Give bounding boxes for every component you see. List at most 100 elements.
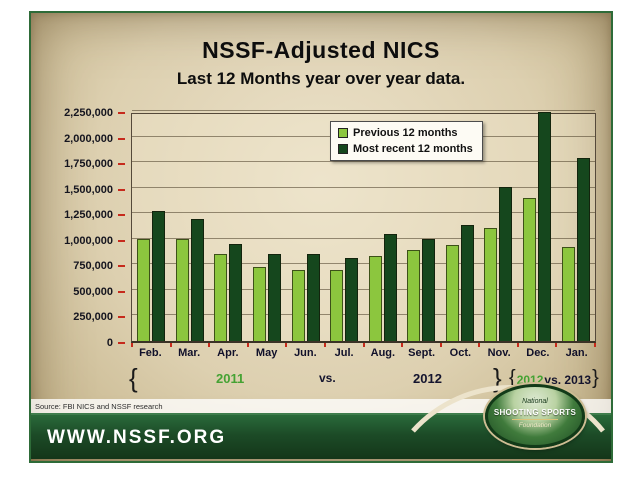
source-note: Source: FBI NICS and NSSF research bbox=[35, 402, 163, 411]
bar-group bbox=[479, 114, 518, 341]
annotation-row: { 2011 vs. 2012 } { 2012 vs. 2013 } bbox=[31, 363, 611, 395]
bar-recent-mar bbox=[190, 219, 204, 341]
x-tick-label: Jul. bbox=[334, 347, 354, 359]
bar-prev-mar bbox=[175, 239, 189, 341]
nssf-logo: National SHOOTING SPORTS Foundation bbox=[485, 384, 585, 448]
right-annotation-group: { 2012 vs. 2013 } bbox=[509, 363, 599, 393]
y-tick-label: 750,000 bbox=[73, 260, 113, 273]
gridline bbox=[132, 288, 595, 290]
x-tick-label: Sept. bbox=[408, 347, 436, 359]
bar-group bbox=[325, 114, 364, 341]
y-tick-mark bbox=[118, 137, 125, 140]
y-tick-label: 250,000 bbox=[73, 311, 113, 324]
y-tick-label: 2,250,000 bbox=[64, 107, 113, 119]
label-2012: 2012 bbox=[413, 371, 442, 386]
bar-prev-aug bbox=[368, 256, 382, 341]
bar-recent-jan bbox=[576, 158, 590, 341]
x-tick-mark bbox=[323, 343, 326, 347]
y-tick-mark bbox=[118, 112, 125, 114]
logo-line3: Foundation bbox=[518, 421, 552, 429]
x-tick-mark bbox=[285, 343, 288, 347]
label-2011: 2011 bbox=[216, 371, 245, 386]
bar-prev-apr bbox=[214, 254, 228, 341]
legend-swatch bbox=[338, 128, 348, 138]
x-tick-mark bbox=[246, 343, 249, 347]
close-brace: } bbox=[592, 367, 599, 389]
bar-recent-aug bbox=[383, 234, 397, 341]
x-tick-label: Feb. bbox=[139, 347, 162, 359]
x-tick-label: Mar. bbox=[178, 347, 201, 359]
bar-recent-may bbox=[268, 254, 282, 341]
bar-group bbox=[556, 114, 595, 341]
y-tick-mark bbox=[118, 188, 125, 191]
y-tick-mark bbox=[118, 163, 125, 166]
footer-url: WWW.NSSF.ORG bbox=[47, 427, 227, 448]
x-tick-label: Jan. bbox=[565, 347, 588, 359]
bar-group bbox=[248, 114, 287, 341]
legend-row: Most recent 12 months bbox=[338, 143, 473, 155]
x-tick-mark bbox=[401, 343, 404, 347]
bar-recent-feb bbox=[152, 211, 166, 341]
y-tick-mark bbox=[118, 290, 125, 293]
bar-group bbox=[402, 114, 441, 341]
bar-group bbox=[171, 114, 210, 341]
bar-prev-dec bbox=[523, 198, 537, 341]
right-brace: } bbox=[493, 363, 502, 393]
bar-group bbox=[363, 114, 402, 341]
legend-label: Previous 12 months bbox=[353, 127, 458, 139]
vs-label: vs. bbox=[319, 371, 336, 385]
y-tick-label: 500,000 bbox=[73, 285, 113, 298]
bar-prev-oct bbox=[445, 245, 459, 341]
y-axis: 0 250,000 500,000 750,000 1,000,000 1,250,000… bbox=[31, 107, 127, 349]
bar-prev-jul bbox=[330, 270, 344, 341]
bar-prev-sept bbox=[407, 250, 421, 341]
bar-group bbox=[209, 114, 248, 341]
bar-group bbox=[132, 114, 171, 341]
y-tick-label: 2,000,000 bbox=[64, 132, 113, 145]
legend-row: Previous 12 months bbox=[338, 127, 473, 139]
bar-group bbox=[518, 112, 557, 341]
bar-recent-sept bbox=[422, 239, 436, 341]
legend-label: Most recent 12 months bbox=[353, 143, 473, 155]
x-tick-label: May bbox=[255, 347, 278, 359]
logo-line1: National bbox=[522, 397, 548, 405]
y-tick-mark bbox=[118, 316, 125, 319]
y-tick-mark bbox=[118, 342, 125, 344]
x-tick-label: Jun. bbox=[294, 347, 317, 359]
x-tick-label: Aug. bbox=[370, 347, 396, 359]
y-tick-mark bbox=[118, 265, 125, 268]
x-tick-mark bbox=[208, 343, 211, 347]
bar-prev-feb bbox=[137, 239, 151, 341]
x-tick-label: Oct. bbox=[449, 347, 472, 359]
x-tick-mark bbox=[131, 343, 133, 347]
gridline bbox=[132, 110, 595, 111]
gridline bbox=[132, 161, 595, 163]
y-tick-label: 0 bbox=[106, 337, 113, 349]
bar-group bbox=[441, 114, 480, 341]
x-tick-mark bbox=[594, 343, 596, 347]
bar-recent-nov bbox=[499, 187, 513, 341]
page-subtitle: Last 12 Months year over year data. bbox=[176, 69, 466, 88]
bar-prev-may bbox=[253, 267, 267, 341]
gridline bbox=[132, 212, 595, 214]
bar-prev-jan bbox=[561, 247, 575, 341]
y-tick-label: 1,000,000 bbox=[64, 234, 113, 247]
bar-recent-jul bbox=[345, 258, 359, 341]
x-tick-label: Dec. bbox=[526, 347, 550, 359]
x-tick-mark bbox=[478, 343, 481, 347]
open-brace: { bbox=[509, 367, 516, 389]
gridline bbox=[132, 237, 595, 239]
slide: NSSF-Adjusted NICS Last 12 Months year o… bbox=[29, 11, 613, 463]
y-tick-mark bbox=[118, 214, 125, 217]
gridline bbox=[132, 186, 595, 188]
gridline bbox=[132, 314, 595, 316]
logo-rule bbox=[512, 418, 558, 420]
bars bbox=[132, 112, 595, 341]
footer-strip bbox=[31, 399, 611, 414]
bar-recent-jun bbox=[306, 254, 320, 341]
x-tick-label: Nov. bbox=[487, 347, 511, 359]
page-title: NSSF-Adjusted NICS bbox=[202, 37, 440, 63]
bar-prev-nov bbox=[484, 228, 498, 341]
label-2012-green: 2012 bbox=[516, 373, 544, 387]
